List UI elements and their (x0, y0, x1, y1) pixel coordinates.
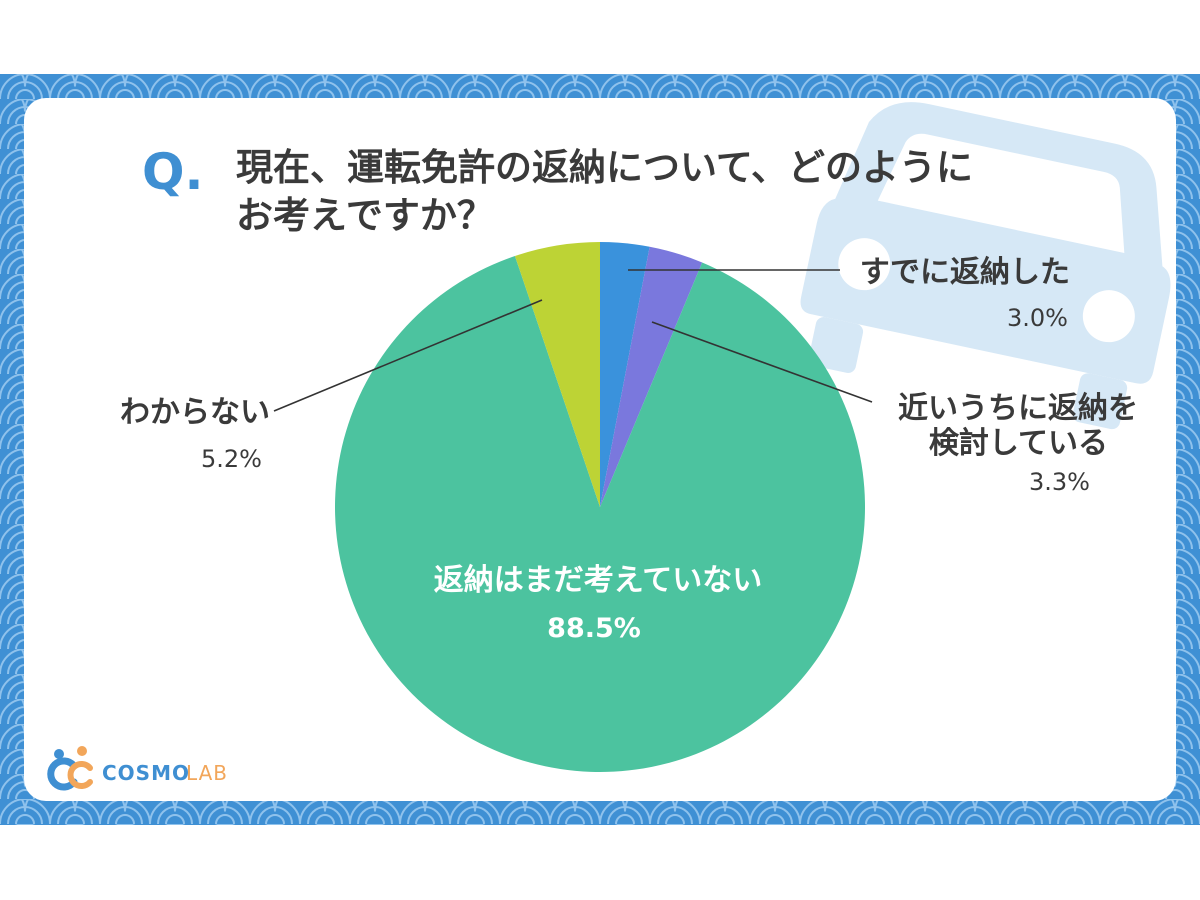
slice-label-not-yet: 返納はまだ考えていない (434, 563, 763, 598)
slice-value-unknown: 5.2% (201, 445, 262, 473)
leader-line-considering (651, 321, 873, 403)
cosmo-lab-logo: COSMO LAB (47, 746, 228, 791)
pie-slice-considering (600, 246, 703, 507)
logo-c-icon (67, 761, 93, 789)
logo-dot-icon (77, 746, 87, 756)
leader-line-unknown (273, 299, 543, 412)
slice-value-not-yet: 88.5% (547, 613, 641, 644)
logo-text-lab: LAB (186, 761, 228, 785)
pie-slice-not-yet (335, 256, 866, 772)
pie-slice-unknown (514, 242, 600, 507)
logo-dot-icon (54, 749, 64, 759)
slice-value-returned: 3.0% (1007, 304, 1068, 332)
slice-label-considering-2: 検討している (929, 426, 1108, 461)
question-line-2: お考えですか？ (236, 194, 494, 237)
pie-chart (335, 242, 866, 772)
question-marker: Q. (142, 143, 204, 201)
pie-slice-returned (600, 242, 650, 507)
slice-label-considering-1: 近いうちに返納を (898, 391, 1138, 426)
slice-value-considering: 3.3% (1029, 468, 1090, 496)
slice-label-unknown: わからない (120, 395, 270, 430)
slice-label-returned: すでに返納した (860, 255, 1070, 290)
logo-c-icon (47, 757, 78, 791)
question-line-1: 現在、運転免許の返納について、どのように (236, 146, 973, 189)
logo-text-cosmo: COSMO (102, 761, 190, 785)
car-icon (800, 102, 1171, 430)
leader-lines (273, 269, 873, 412)
